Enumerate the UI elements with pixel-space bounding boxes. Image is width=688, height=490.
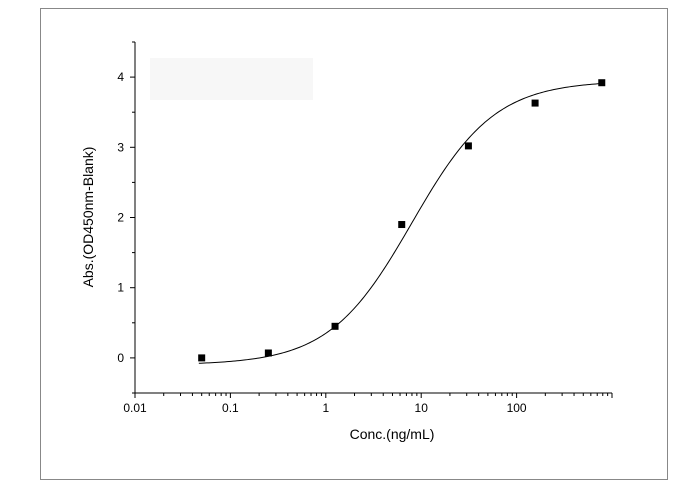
data-point [598, 79, 606, 87]
legend-blank-box [150, 58, 313, 100]
fit-curve [198, 82, 602, 364]
data-point [531, 99, 539, 107]
data-point [331, 322, 339, 330]
y-tick-label: 0 [117, 351, 124, 365]
x-tick-label: 0.1 [222, 401, 239, 415]
x-tick-label: 0.01 [123, 401, 147, 415]
y-axis-title: Abs.(OD450nm-Blank) [80, 147, 96, 288]
x-tick-label: 1 [322, 401, 329, 415]
fit-curve-layer [198, 82, 602, 364]
chart-frame [40, 8, 668, 480]
data-point [398, 221, 406, 229]
data-points-layer [198, 79, 606, 362]
data-point [198, 354, 206, 362]
x-tick-label: 10 [415, 401, 429, 415]
x-axis-title: Conc.(ng/mL) [350, 426, 435, 442]
data-point [464, 142, 472, 150]
y-tick-label: 4 [117, 70, 124, 84]
x-tick-label: 100 [507, 401, 527, 415]
y-tick-label: 3 [117, 140, 124, 154]
y-tick-label: 1 [117, 281, 124, 295]
y-tick-label: 2 [117, 211, 124, 225]
data-point [264, 349, 272, 357]
axes: 0.01 0.1 1 10 100 0 1 2 3 4 [117, 41, 613, 415]
